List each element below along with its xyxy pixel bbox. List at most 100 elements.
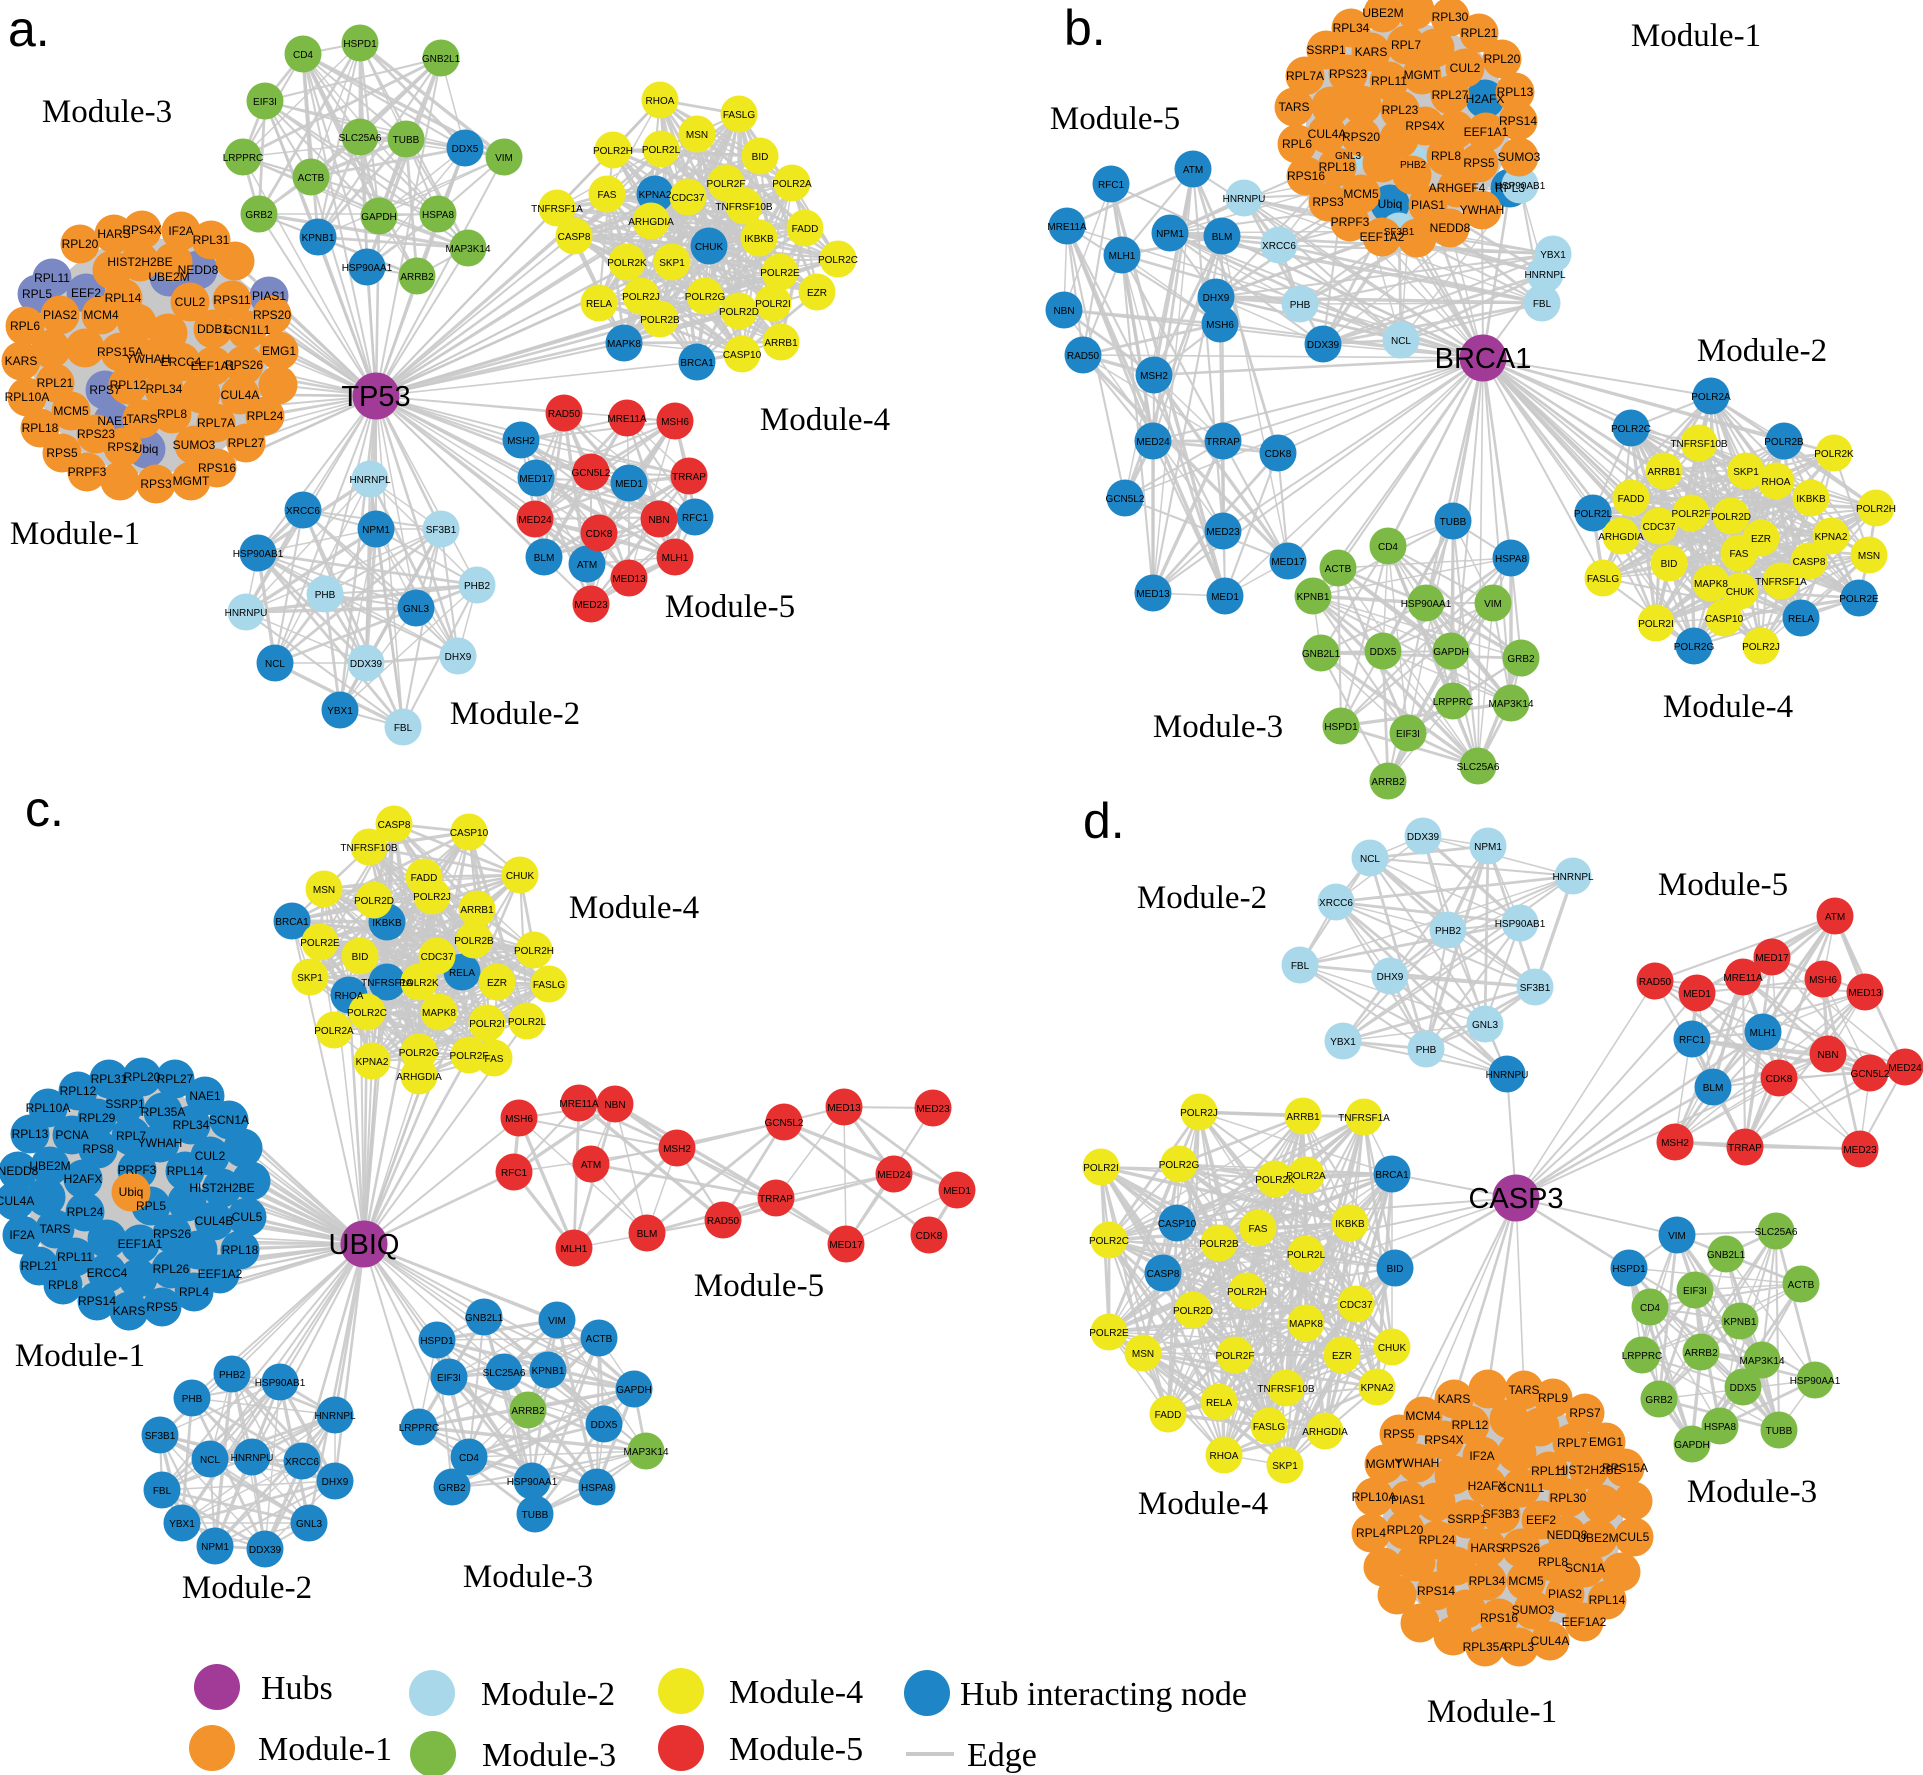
svg-text:RPS5: RPS5 [146, 1300, 178, 1314]
svg-text:BID: BID [752, 152, 769, 163]
svg-text:Module-1: Module-1 [15, 1338, 145, 1374]
svg-text:CASP10: CASP10 [1705, 614, 1744, 625]
svg-text:ATM: ATM [1825, 912, 1845, 923]
svg-text:RPS14: RPS14 [1499, 114, 1537, 128]
svg-text:HSP90AB1: HSP90AB1 [1495, 919, 1546, 930]
svg-text:RPS11: RPS11 [213, 293, 250, 307]
svg-text:PRPF3: PRPF3 [68, 465, 107, 479]
svg-text:POLR2J: POLR2J [1180, 1108, 1218, 1119]
svg-text:RPS4X: RPS4X [1405, 119, 1444, 133]
svg-text:SKP1: SKP1 [659, 258, 685, 269]
svg-text:RPL12: RPL12 [60, 1084, 97, 1098]
svg-text:Module-2: Module-2 [1137, 880, 1267, 916]
svg-text:ARRB1: ARRB1 [764, 338, 798, 349]
svg-text:RPL14: RPL14 [105, 291, 142, 305]
svg-text:MSN: MSN [1132, 1349, 1154, 1360]
svg-text:RPS2: RPS2 [107, 440, 139, 454]
svg-text:HSP90AA1: HSP90AA1 [1401, 599, 1452, 610]
svg-text:RPS14: RPS14 [78, 1294, 116, 1308]
svg-text:NEDD8: NEDD8 [0, 1164, 39, 1178]
svg-text:CD4: CD4 [1378, 542, 1398, 553]
svg-text:Module-5: Module-5 [1050, 101, 1180, 137]
svg-text:RPL11: RPL11 [1531, 1464, 1567, 1478]
svg-text:RPL11: RPL11 [57, 1250, 93, 1264]
svg-text:RPS20: RPS20 [1342, 130, 1380, 144]
svg-text:MLH1: MLH1 [1109, 251, 1136, 262]
svg-text:SLC25A6: SLC25A6 [1457, 762, 1500, 773]
svg-text:RPS26: RPS26 [1502, 1541, 1540, 1555]
svg-text:CDC37: CDC37 [672, 193, 705, 204]
svg-text:CASP8: CASP8 [378, 820, 411, 831]
svg-text:TUBB: TUBB [1440, 517, 1467, 528]
svg-text:GNB2L1: GNB2L1 [1302, 649, 1341, 660]
svg-text:MCM4: MCM4 [83, 308, 119, 322]
svg-text:Module-4: Module-4 [1138, 1486, 1268, 1522]
svg-text:RPL18: RPL18 [222, 1243, 259, 1257]
svg-text:BLM: BLM [534, 553, 555, 564]
svg-text:MED24: MED24 [1136, 437, 1170, 448]
svg-text:MAP3K14: MAP3K14 [445, 244, 490, 255]
svg-text:RPS23: RPS23 [77, 427, 115, 441]
svg-text:HIST2H2BE: HIST2H2BE [107, 255, 172, 269]
svg-text:MED17: MED17 [519, 474, 553, 485]
svg-text:SCN1A: SCN1A [209, 1113, 249, 1127]
svg-text:IKBKB: IKBKB [1335, 1219, 1365, 1230]
svg-text:PRPF3: PRPF3 [118, 1163, 157, 1177]
svg-text:MGMT: MGMT [173, 474, 210, 488]
svg-text:RPL10A: RPL10A [5, 390, 50, 404]
svg-text:TNFRSF1A: TNFRSF1A [361, 978, 413, 989]
svg-text:HSPD1: HSPD1 [420, 1336, 454, 1347]
svg-text:RFC1: RFC1 [1679, 1035, 1706, 1046]
svg-text:FAS: FAS [1249, 1224, 1268, 1235]
svg-text:MED13: MED13 [612, 574, 646, 585]
svg-text:Hubs: Hubs [261, 1670, 333, 1707]
svg-text:LRPPRC: LRPPRC [399, 1423, 440, 1434]
svg-text:SF3B1: SF3B1 [426, 525, 457, 536]
svg-text:Ubiq: Ubiq [1378, 197, 1403, 211]
svg-text:PHB: PHB [315, 590, 336, 601]
svg-text:NEDD8: NEDD8 [1547, 1528, 1588, 1542]
svg-text:NCL: NCL [200, 1455, 220, 1466]
svg-text:PHB2: PHB2 [219, 1370, 246, 1381]
svg-text:RPL21: RPL21 [1461, 26, 1498, 40]
svg-text:POLR2D: POLR2D [354, 896, 394, 907]
svg-text:RPL30: RPL30 [1550, 1491, 1587, 1505]
svg-text:MED17: MED17 [1755, 953, 1789, 964]
svg-text:POLR2B: POLR2B [640, 315, 680, 326]
svg-text:MSH6: MSH6 [1809, 975, 1837, 986]
svg-text:XRCC6: XRCC6 [285, 1457, 319, 1468]
svg-text:MAP3K14: MAP3K14 [1488, 699, 1533, 710]
svg-text:ARRB2: ARRB2 [511, 1406, 545, 1417]
svg-text:RFC1: RFC1 [682, 513, 709, 524]
svg-text:POLR2L: POLR2L [1287, 1250, 1326, 1261]
svg-text:Module-5: Module-5 [694, 1268, 824, 1304]
svg-text:BRCA1: BRCA1 [680, 358, 714, 369]
svg-text:VIM: VIM [1484, 599, 1502, 610]
svg-text:RPL34: RPL34 [146, 382, 183, 396]
svg-text:POLR2G: POLR2G [399, 1048, 440, 1059]
svg-text:POLR2E: POLR2E [1089, 1328, 1129, 1339]
svg-text:Module-4: Module-4 [569, 890, 699, 926]
svg-text:IF2A: IF2A [168, 224, 193, 238]
svg-text:YBX1: YBX1 [1330, 1037, 1356, 1048]
svg-text:ARRB1: ARRB1 [1647, 467, 1681, 478]
svg-text:Module-4: Module-4 [760, 402, 890, 438]
svg-text:FBL: FBL [1533, 299, 1552, 310]
svg-text:IKBKB: IKBKB [1796, 494, 1826, 505]
svg-text:VIM: VIM [548, 1316, 566, 1327]
svg-text:RPL6: RPL6 [1282, 137, 1312, 151]
svg-text:BRCA1: BRCA1 [275, 917, 309, 928]
svg-text:EIF3I: EIF3I [437, 1373, 461, 1384]
svg-text:FASLG: FASLG [533, 980, 565, 991]
svg-text:RPL11: RPL11 [34, 271, 70, 285]
svg-text:MED17: MED17 [1271, 557, 1305, 568]
svg-text:DDB1: DDB1 [197, 322, 229, 336]
svg-text:BID: BID [1387, 1264, 1404, 1275]
svg-text:MRE11A: MRE11A [1723, 973, 1763, 984]
svg-text:POLR2E: POLR2E [760, 268, 800, 279]
svg-text:DHX9: DHX9 [1203, 293, 1230, 304]
svg-text:EEF1A2: EEF1A2 [1360, 230, 1405, 244]
svg-text:HSP90AB1: HSP90AB1 [1495, 181, 1546, 192]
svg-text:PHB: PHB [1290, 300, 1311, 311]
svg-text:MED24: MED24 [1888, 1063, 1922, 1074]
